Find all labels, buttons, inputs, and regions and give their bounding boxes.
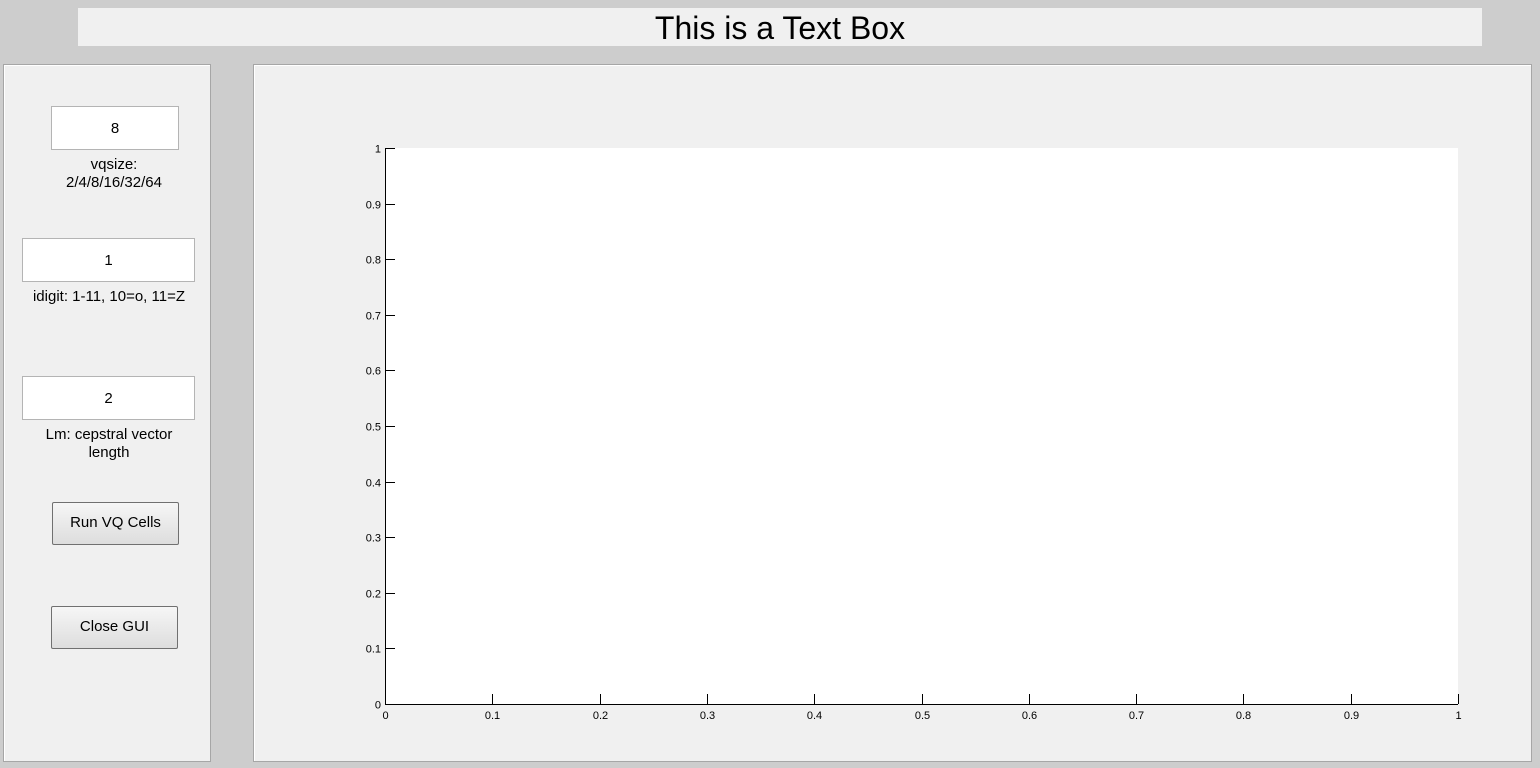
y-tick-label: 0.1 [366,644,381,656]
plot-axes-area[interactable] [385,148,1458,705]
vqsize-label: vqsize: 2/4/8/16/32/64 [66,156,162,191]
controls-panel: vqsize: 2/4/8/16/32/64 idigit: 1-11, 10=… [3,64,211,762]
close-gui-button[interactable]: Close GUI [51,606,178,649]
x-tick-group: 0 0.1 0.2 0.3 0.4 0.5 0.6 0.7 0.8 0.9 1 [382,694,1462,722]
y-tick-label: 0.6 [366,366,381,378]
lm-label: Lm: cepstral vector length [45,426,173,461]
x-tick-label: 0.8 [1236,710,1251,722]
y-tick-label: 0.4 [366,478,381,490]
x-tick-label: 0 [382,710,388,722]
y-tick-label: 0.2 [366,589,381,601]
lm-input[interactable] [22,376,195,420]
x-tick-label: 0.7 [1129,710,1144,722]
x-tick-label: 0.5 [915,710,930,722]
x-tick-label: 0.4 [807,710,822,722]
run-vq-cells-button[interactable]: Run VQ Cells [52,502,179,545]
idigit-input[interactable] [22,238,195,282]
x-tick-label: 0.1 [485,710,500,722]
y-tick-label: 0.3 [366,533,381,545]
x-tick-label: 0.6 [1022,710,1037,722]
idigit-label: idigit: 1-11, 10=o, 11=Z [32,288,186,305]
y-tick-label: 0 [375,700,381,712]
y-tick-label: 0.5 [366,422,381,434]
y-tick-group: 0 0.1 0.2 0.3 0.4 0.5 0.6 0.7 0.8 0.9 1 [366,144,395,712]
title-text-box: This is a Text Box [78,8,1482,46]
y-tick-label: 1 [375,144,381,156]
x-tick-label: 0.2 [593,710,608,722]
y-tick-label: 0.7 [366,311,381,323]
x-tick-label: 0.9 [1344,710,1359,722]
y-tick-label: 0.8 [366,255,381,267]
axes-lines [385,148,1458,705]
x-tick-label: 0.3 [700,710,715,722]
y-tick-label: 0.9 [366,200,381,212]
x-tick-label: 1 [1455,710,1461,722]
vqsize-input[interactable] [51,106,179,150]
